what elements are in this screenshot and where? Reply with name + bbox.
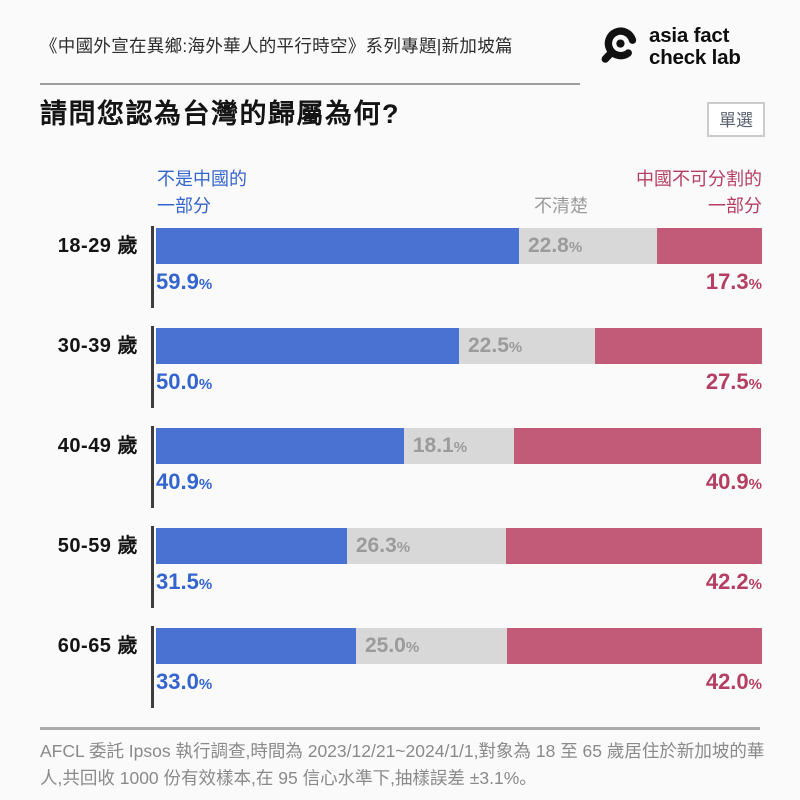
- chart-row: 60-65 歲 25.0% 33.0% 42.0%: [0, 626, 800, 710]
- methodology-note: AFCL 委託 Ipsos 執行調查,時間為 2023/12/21~2024/1…: [40, 741, 765, 788]
- bar-segment-inseparable-part-of-china: [657, 228, 762, 264]
- value-number: 33.0: [156, 669, 199, 694]
- legend-unclear: 不清楚: [534, 196, 588, 216]
- legend-label-line: 不是中國的: [157, 169, 247, 189]
- stacked-bar: 26.3%: [156, 528, 762, 564]
- legend-not-part-of-china: 不是中國的 一部分: [157, 166, 247, 220]
- legend-label-line: 一部分: [708, 196, 762, 216]
- not-part-of-china-value-label: 40.9%: [156, 469, 212, 495]
- bar-segment-unclear: 22.8%: [518, 228, 658, 266]
- axis-line: [151, 226, 154, 308]
- bar-segment-not-part-of-china: [156, 528, 347, 564]
- percent-sign: %: [198, 576, 213, 593]
- age-group-label: 18-29 歲: [57, 235, 138, 257]
- percent-sign: %: [198, 276, 213, 293]
- axis-line: [151, 326, 154, 408]
- bar-segment-inseparable-part-of-china: [513, 428, 762, 464]
- logo-line2: check lab: [649, 45, 741, 69]
- value-number: 42.2: [705, 569, 749, 594]
- bar-segment-not-part-of-china: [156, 228, 519, 264]
- not-part-of-china-value-label: 50.0%: [156, 369, 212, 395]
- age-group-label: 30-39 歲: [57, 335, 138, 357]
- unclear-value-label: 26.3%: [356, 528, 410, 566]
- value-number: 59.9: [156, 269, 199, 294]
- value-number: 40.9: [156, 469, 199, 494]
- not-part-of-china-value-label: 59.9%: [156, 269, 212, 295]
- bar-segment-not-part-of-china: [156, 328, 459, 364]
- unclear-value-label: 18.1%: [413, 428, 467, 466]
- logo-text: asia fact check lab: [649, 23, 741, 69]
- value-number: 31.5: [156, 569, 199, 594]
- value-number: 17.3: [705, 269, 749, 294]
- value-number: 42.0: [705, 669, 749, 694]
- bar-segment-inseparable-part-of-china: [506, 528, 762, 564]
- value-number: 50.0: [156, 369, 199, 394]
- percent-sign: %: [198, 476, 213, 493]
- chart-row: 18-29 歲 22.8% 59.9% 17.3%: [0, 226, 800, 310]
- single-choice-badge: 單選: [707, 102, 765, 137]
- percent-sign: %: [396, 539, 411, 556]
- chart-row: 30-39 歲 22.5% 50.0% 27.5%: [0, 326, 800, 410]
- inseparable-value-label: 17.3%: [706, 269, 762, 295]
- percent-sign: %: [198, 676, 213, 693]
- percent-sign: %: [748, 576, 762, 593]
- percent-sign: %: [453, 439, 468, 456]
- value-number: 40.9: [705, 469, 749, 494]
- not-part-of-china-value-label: 31.5%: [156, 569, 212, 595]
- bar-segment-not-part-of-china: [156, 428, 404, 464]
- value-number: 18.1: [412, 434, 454, 457]
- series-title: 《中國外宣在異鄉:海外華人的平行時空》系列專題|新加坡篇: [40, 36, 513, 56]
- afcl-logo: asia fact check lab: [594, 23, 741, 70]
- unclear-value-label: 22.8%: [528, 228, 582, 266]
- inseparable-value-label: 42.0%: [706, 669, 762, 695]
- legend-label-line: 一部分: [157, 196, 211, 216]
- age-group-label: 50-59 歲: [57, 535, 138, 557]
- bar-segment-not-part-of-china: [156, 628, 356, 664]
- percent-sign: %: [405, 639, 420, 656]
- stacked-bar: 18.1%: [156, 428, 762, 464]
- percent-sign: %: [748, 276, 762, 293]
- percent-sign: %: [198, 376, 213, 393]
- percent-sign: %: [748, 376, 762, 393]
- chart-row: 50-59 歲 26.3% 31.5% 42.2%: [0, 526, 800, 610]
- bar-segment-unclear: 25.0%: [355, 628, 508, 666]
- inseparable-value-label: 27.5%: [706, 369, 762, 395]
- value-number: 25.0: [364, 634, 406, 657]
- bar-segment-unclear: 26.3%: [346, 528, 507, 566]
- inseparable-value-label: 42.2%: [706, 569, 762, 595]
- magnifier-icon: [601, 27, 637, 63]
- chart-row: 40-49 歲 18.1% 40.9% 40.9%: [0, 426, 800, 510]
- axis-line: [151, 426, 154, 508]
- stacked-bar: 22.8%: [156, 228, 762, 264]
- value-number: 22.5: [468, 334, 509, 357]
- legend-label-line: 中國不可分割的: [636, 169, 762, 189]
- stacked-bar: 22.5%: [156, 328, 762, 364]
- bar-segment-unclear: 22.5%: [459, 328, 596, 366]
- axis-line: [151, 626, 154, 708]
- percent-sign: %: [508, 339, 523, 356]
- legend-inseparable-part-of-china: 中國不可分割的 一部分: [636, 166, 762, 220]
- age-group-label: 40-49 歲: [57, 435, 138, 457]
- value-number: 26.3: [355, 534, 397, 557]
- stacked-bar: 25.0%: [156, 628, 762, 664]
- bar-segment-inseparable-part-of-china: [595, 328, 762, 364]
- logo-line1: asia fact: [649, 23, 730, 47]
- unclear-value-label: 22.5%: [468, 328, 522, 366]
- value-number: 22.8: [527, 234, 569, 257]
- unclear-value-label: 25.0%: [365, 628, 419, 666]
- header-divider: [40, 83, 580, 85]
- inseparable-value-label: 40.9%: [706, 469, 762, 495]
- value-number: 27.5: [705, 369, 749, 394]
- not-part-of-china-value-label: 33.0%: [156, 669, 212, 695]
- question-title: 請問您認為台灣的歸屬為何?: [40, 99, 400, 129]
- percent-sign: %: [748, 676, 762, 693]
- axis-line: [151, 526, 154, 608]
- footer-divider: [40, 727, 760, 730]
- percent-sign: %: [748, 476, 762, 493]
- bar-segment-inseparable-part-of-china: [507, 628, 762, 664]
- percent-sign: %: [568, 239, 583, 256]
- bar-segment-unclear: 18.1%: [403, 428, 514, 466]
- age-group-label: 60-65 歲: [57, 635, 138, 657]
